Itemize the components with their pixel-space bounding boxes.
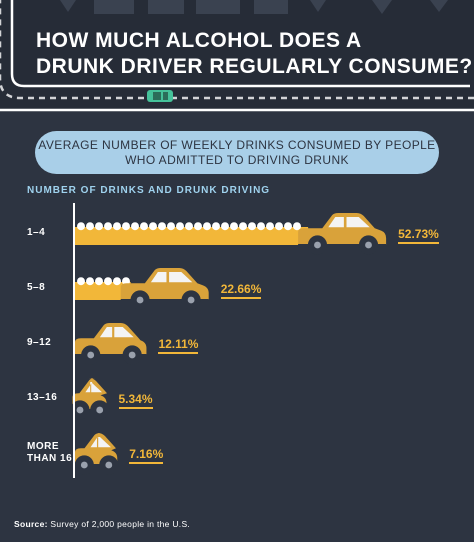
foam-bubble <box>194 222 202 231</box>
bar-trail <box>75 282 131 300</box>
car-bar-icon <box>298 213 387 255</box>
foam-bubble <box>284 222 292 231</box>
axis-label: NUMBER OF DRINKS AND DRUNK DRIVING <box>27 185 271 196</box>
foam-bubble <box>95 277 103 286</box>
foam-bubble <box>239 222 247 231</box>
foam-bubble <box>104 222 112 231</box>
green-car-icon <box>147 90 173 102</box>
foam-bubble <box>149 222 157 231</box>
foam-bubble <box>167 222 175 231</box>
foam-bubble <box>257 222 265 231</box>
car-bar-icon <box>74 433 119 475</box>
foam-bubble <box>95 222 103 231</box>
category-label-line: THAN 16 <box>27 453 73 464</box>
bar-value-label: 5.34% <box>118 392 153 409</box>
foam-bubble <box>113 277 121 286</box>
road-decoration <box>0 0 474 112</box>
bar-trail <box>75 227 309 245</box>
foam-bubble <box>77 277 85 286</box>
category-label: 1–4 <box>27 227 45 239</box>
category-label-line: 9–12 <box>27 337 52 348</box>
title-line-2: DRUNK DRIVER REGULARLY CONSUME? <box>36 55 473 78</box>
source-label: Source: <box>14 519 48 529</box>
foam-bubble <box>185 222 193 231</box>
title-line-1: HOW MUCH ALCOHOL DOES A <box>36 29 362 52</box>
foam-bubble <box>140 222 148 231</box>
foam-bubble <box>293 222 301 231</box>
category-label-line: 5–8 <box>27 282 46 293</box>
foam-bubble <box>86 222 94 231</box>
foam-bubble <box>203 222 211 231</box>
bar-row <box>75 323 147 365</box>
chart-subtitle: AVERAGE NUMBER OF WEEKLY DRINKS CONSUMED… <box>35 131 439 174</box>
source-text: Survey of 2,000 people in the U.S. <box>50 519 191 529</box>
bar-value-label: 22.66% <box>220 282 262 299</box>
foam-bubble <box>104 277 112 286</box>
bar-value-label: 52.73% <box>398 227 439 244</box>
foam-bubble <box>248 222 256 231</box>
foam-bubble <box>221 222 229 231</box>
foam-bubble <box>266 222 274 231</box>
foam-bubble <box>176 222 184 231</box>
car-bar-icon <box>70 378 110 420</box>
foam-bubble <box>77 222 85 231</box>
foam-bubble <box>86 277 94 286</box>
category-label: 5–8 <box>27 282 45 294</box>
category-label-line: MORE <box>27 441 59 452</box>
bar-value-label: 12.11% <box>158 337 199 354</box>
bar-row <box>75 213 387 255</box>
page-title: HOW MUCH ALCOHOL DOES A DRUNK DRIVER REG… <box>36 28 473 80</box>
category-label-line: 1–4 <box>27 227 46 238</box>
foam-bubble <box>230 222 238 231</box>
bar-row <box>70 378 110 420</box>
car-bar-icon <box>75 323 147 365</box>
foam-bubble <box>212 222 220 231</box>
source-note: Source: Survey of 2,000 people in the U.… <box>14 519 190 529</box>
foam-bubble <box>275 222 283 231</box>
bar-value-label: 7.16% <box>129 447 164 464</box>
category-label: 9–12 <box>27 337 51 349</box>
category-label-line: 13–16 <box>27 392 58 403</box>
bar-row <box>75 268 209 310</box>
foam-bubble <box>131 222 139 231</box>
subtitle-line-1: AVERAGE NUMBER OF WEEKLY DRINKS CONSUMED… <box>38 137 436 152</box>
foam-bubble <box>122 222 130 231</box>
subtitle-line-2: WHO ADMITTED TO DRIVING DRUNK <box>125 152 349 167</box>
foam-bubble <box>158 222 166 231</box>
category-label: 13–16 <box>27 392 57 404</box>
category-label: MORE THAN 16 <box>27 441 72 465</box>
chart-axis-line <box>73 203 75 478</box>
bar-row <box>74 433 119 475</box>
foam-bubble <box>113 222 121 231</box>
car-bar-icon <box>120 268 209 310</box>
